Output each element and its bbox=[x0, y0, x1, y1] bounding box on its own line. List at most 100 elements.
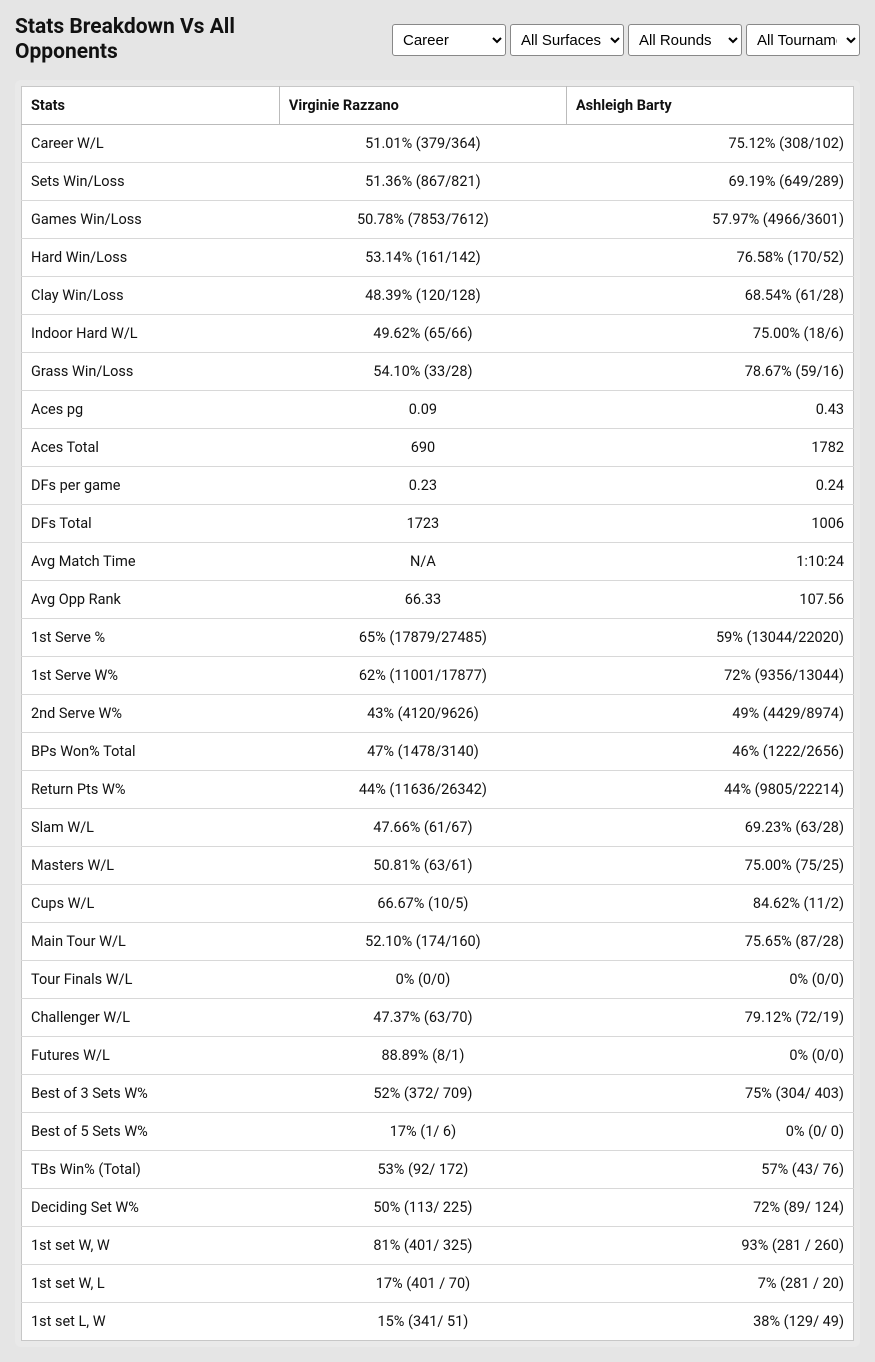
player1-value-cell: 62% (11001/17877) bbox=[279, 657, 566, 695]
player2-value-cell: 78.67% (59/16) bbox=[566, 353, 853, 391]
page-header: Stats Breakdown Vs All Opponents Career … bbox=[15, 15, 860, 65]
table-row: Avg Match TimeN/A1:10:24 bbox=[22, 543, 854, 581]
player2-value-cell: 69.23% (63/28) bbox=[566, 809, 853, 847]
player2-value-cell: 57.97% (4966/3601) bbox=[566, 201, 853, 239]
player1-value-cell: 54.10% (33/28) bbox=[279, 353, 566, 391]
player2-value-cell: 75.00% (18/6) bbox=[566, 315, 853, 353]
player2-value-cell: 93% (281 / 260) bbox=[566, 1227, 853, 1265]
player1-value-cell: 50.78% (7853/7612) bbox=[279, 201, 566, 239]
player1-value-cell: 1723 bbox=[279, 505, 566, 543]
table-row: Masters W/L50.81% (63/61)75.00% (75/25) bbox=[22, 847, 854, 885]
table-row: Challenger W/L47.37% (63/70)79.12% (72/1… bbox=[22, 999, 854, 1037]
rounds-select[interactable]: All Rounds bbox=[628, 24, 742, 56]
player1-value-cell: 48.39% (120/128) bbox=[279, 277, 566, 315]
player1-value-cell: 43% (4120/9626) bbox=[279, 695, 566, 733]
player2-value-cell: 49% (4429/8974) bbox=[566, 695, 853, 733]
player2-value-cell: 75.65% (87/28) bbox=[566, 923, 853, 961]
table-header-row: Stats Virginie Razzano Ashleigh Barty bbox=[22, 87, 854, 125]
table-row: TBs Win% (Total)53% (92/ 172)57% (43/ 76… bbox=[22, 1151, 854, 1189]
table-row: DFs Total17231006 bbox=[22, 505, 854, 543]
stat-label-cell: Career W/L bbox=[22, 125, 280, 163]
stat-label-cell: 1st Serve % bbox=[22, 619, 280, 657]
player1-value-cell: 53% (92/ 172) bbox=[279, 1151, 566, 1189]
table-row: Games Win/Loss50.78% (7853/7612)57.97% (… bbox=[22, 201, 854, 239]
player2-value-cell: 7% (281 / 20) bbox=[566, 1265, 853, 1303]
stat-label-cell: Aces pg bbox=[22, 391, 280, 429]
stat-label-cell: Sets Win/Loss bbox=[22, 163, 280, 201]
player2-value-cell: 107.56 bbox=[566, 581, 853, 619]
table-row: Best of 5 Sets W%17% (1/ 6)0% (0/ 0) bbox=[22, 1113, 854, 1151]
stat-label-cell: Best of 5 Sets W% bbox=[22, 1113, 280, 1151]
table-row: 1st Serve W%62% (11001/17877)72% (9356/1… bbox=[22, 657, 854, 695]
stat-label-cell: BPs Won% Total bbox=[22, 733, 280, 771]
stat-label-cell: 1st set W, W bbox=[22, 1227, 280, 1265]
stat-label-cell: Hard Win/Loss bbox=[22, 239, 280, 277]
player2-value-cell: 59% (13044/22020) bbox=[566, 619, 853, 657]
player1-value-cell: 65% (17879/27485) bbox=[279, 619, 566, 657]
player1-value-cell: 47.37% (63/70) bbox=[279, 999, 566, 1037]
player1-value-cell: 51.01% (379/364) bbox=[279, 125, 566, 163]
table-row: Best of 3 Sets W%52% (372/ 709)75% (304/… bbox=[22, 1075, 854, 1113]
col-header-stats: Stats bbox=[22, 87, 280, 125]
player2-value-cell: 0% (0/ 0) bbox=[566, 1113, 853, 1151]
table-row: Futures W/L88.89% (8/1)0% (0/0) bbox=[22, 1037, 854, 1075]
stat-label-cell: TBs Win% (Total) bbox=[22, 1151, 280, 1189]
player2-value-cell: 72% (89/ 124) bbox=[566, 1189, 853, 1227]
player1-value-cell: 0% (0/0) bbox=[279, 961, 566, 999]
period-select[interactable]: Career bbox=[392, 24, 506, 56]
stat-label-cell: DFs per game bbox=[22, 467, 280, 505]
player1-value-cell: 81% (401/ 325) bbox=[279, 1227, 566, 1265]
table-row: Cups W/L66.67% (10/5)84.62% (11/2) bbox=[22, 885, 854, 923]
player1-value-cell: 52.10% (174/160) bbox=[279, 923, 566, 961]
table-row: Deciding Set W%50% (113/ 225)72% (89/ 12… bbox=[22, 1189, 854, 1227]
table-row: Grass Win/Loss54.10% (33/28)78.67% (59/1… bbox=[22, 353, 854, 391]
player1-value-cell: 50% (113/ 225) bbox=[279, 1189, 566, 1227]
player2-value-cell: 76.58% (170/52) bbox=[566, 239, 853, 277]
table-row: Indoor Hard W/L49.62% (65/66)75.00% (18/… bbox=[22, 315, 854, 353]
player2-value-cell: 46% (1222/2656) bbox=[566, 733, 853, 771]
player1-value-cell: 50.81% (63/61) bbox=[279, 847, 566, 885]
player2-value-cell: 79.12% (72/19) bbox=[566, 999, 853, 1037]
table-row: Aces pg0.090.43 bbox=[22, 391, 854, 429]
player1-value-cell: 51.36% (867/821) bbox=[279, 163, 566, 201]
player2-value-cell: 68.54% (61/28) bbox=[566, 277, 853, 315]
stat-label-cell: 2nd Serve W% bbox=[22, 695, 280, 733]
table-row: Avg Opp Rank66.33107.56 bbox=[22, 581, 854, 619]
player2-value-cell: 75.00% (75/25) bbox=[566, 847, 853, 885]
player2-value-cell: 1782 bbox=[566, 429, 853, 467]
player1-value-cell: 47.66% (61/67) bbox=[279, 809, 566, 847]
stat-label-cell: Cups W/L bbox=[22, 885, 280, 923]
player2-value-cell: 84.62% (11/2) bbox=[566, 885, 853, 923]
player1-value-cell: 17% (1/ 6) bbox=[279, 1113, 566, 1151]
surface-select[interactable]: All Surfaces bbox=[510, 24, 624, 56]
tournaments-select[interactable]: All Tournaments bbox=[746, 24, 860, 56]
player1-value-cell: 88.89% (8/1) bbox=[279, 1037, 566, 1075]
player1-value-cell: 66.33 bbox=[279, 581, 566, 619]
page-title: Stats Breakdown Vs All Opponents bbox=[15, 15, 335, 65]
player1-value-cell: N/A bbox=[279, 543, 566, 581]
player1-value-cell: 66.67% (10/5) bbox=[279, 885, 566, 923]
stat-label-cell: Avg Match Time bbox=[22, 543, 280, 581]
stat-label-cell: Challenger W/L bbox=[22, 999, 280, 1037]
player2-value-cell: 1006 bbox=[566, 505, 853, 543]
stat-label-cell: DFs Total bbox=[22, 505, 280, 543]
player2-value-cell: 75% (304/ 403) bbox=[566, 1075, 853, 1113]
stat-label-cell: 1st Serve W% bbox=[22, 657, 280, 695]
stat-label-cell: Masters W/L bbox=[22, 847, 280, 885]
col-header-player2: Ashleigh Barty bbox=[566, 87, 853, 125]
col-header-player1: Virginie Razzano bbox=[279, 87, 566, 125]
table-row: Hard Win/Loss53.14% (161/142)76.58% (170… bbox=[22, 239, 854, 277]
table-row: 1st Serve %65% (17879/27485)59% (13044/2… bbox=[22, 619, 854, 657]
player1-value-cell: 49.62% (65/66) bbox=[279, 315, 566, 353]
stat-label-cell: Slam W/L bbox=[22, 809, 280, 847]
stat-label-cell: 1st set W, L bbox=[22, 1265, 280, 1303]
table-row: Aces Total6901782 bbox=[22, 429, 854, 467]
player1-value-cell: 47% (1478/3140) bbox=[279, 733, 566, 771]
player2-value-cell: 72% (9356/13044) bbox=[566, 657, 853, 695]
table-row: Career W/L51.01% (379/364)75.12% (308/10… bbox=[22, 125, 854, 163]
player1-value-cell: 0.09 bbox=[279, 391, 566, 429]
stat-label-cell: Grass Win/Loss bbox=[22, 353, 280, 391]
player1-value-cell: 53.14% (161/142) bbox=[279, 239, 566, 277]
stat-label-cell: Indoor Hard W/L bbox=[22, 315, 280, 353]
player2-value-cell: 57% (43/ 76) bbox=[566, 1151, 853, 1189]
